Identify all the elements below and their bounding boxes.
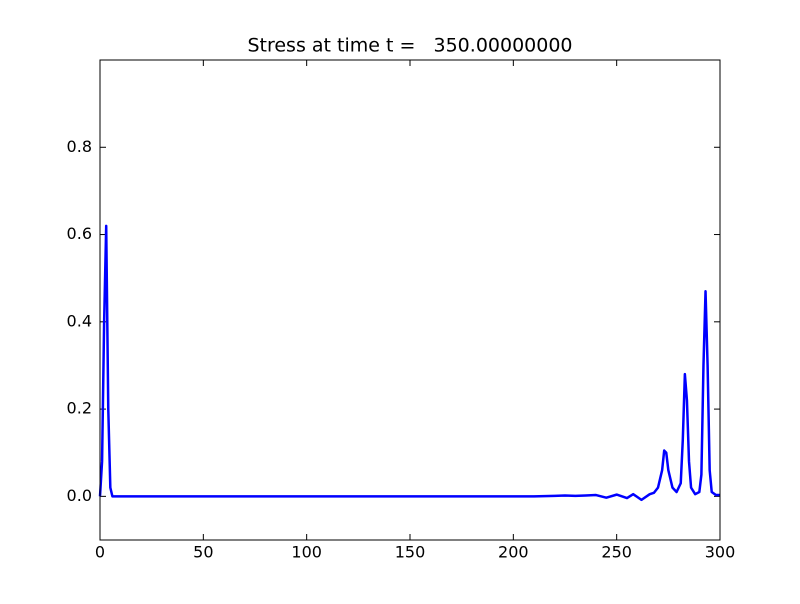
y-tick-label: 0.8 xyxy=(67,137,92,156)
x-tick-label: 250 xyxy=(601,543,632,562)
x-tick-label: 50 xyxy=(193,543,213,562)
x-tick-label: 100 xyxy=(291,543,322,562)
x-tick-label: 0 xyxy=(95,543,105,562)
chart-title: Stress at time t = 350.00000000 xyxy=(247,35,572,57)
line-series xyxy=(98,224,720,502)
x-tick-label: 200 xyxy=(498,543,529,562)
y-tick-label: 0.0 xyxy=(67,486,92,505)
y-tick-label: 0.2 xyxy=(67,399,92,418)
y-tick-label: 0.6 xyxy=(67,224,92,243)
y-tick-label: 0.4 xyxy=(67,311,92,330)
x-tick-label: 150 xyxy=(395,543,426,562)
x-tick-label: 300 xyxy=(705,543,736,562)
plot-frame xyxy=(99,59,721,541)
